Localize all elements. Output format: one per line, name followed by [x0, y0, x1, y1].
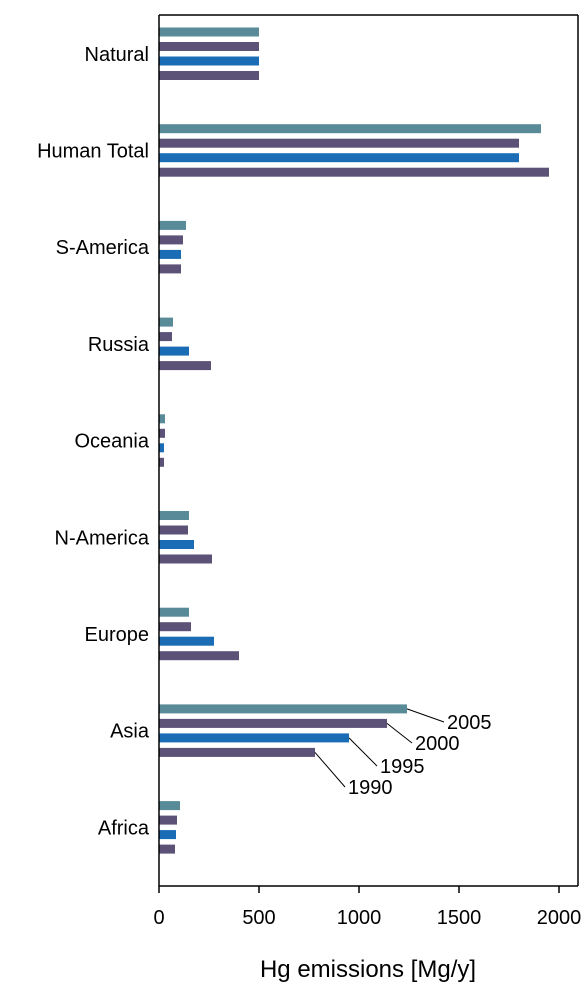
bar-n-america-2000 — [159, 525, 188, 535]
bar-africa-1990 — [159, 844, 175, 854]
category-label-africa: Africa — [98, 817, 150, 839]
bar-human-total-2005 — [159, 124, 541, 134]
bar-africa-1995 — [159, 830, 176, 840]
x-tick-label-2000: 2000 — [537, 907, 582, 929]
bars-group — [159, 27, 549, 854]
bar-oceania-2005 — [159, 414, 165, 424]
annotation-label-2005: 2005 — [447, 712, 492, 734]
bar-oceania-1990 — [159, 457, 164, 467]
annotation-label-1990: 1990 — [348, 777, 393, 799]
bar-natural-1995 — [159, 56, 259, 66]
bar-russia-1990 — [159, 361, 211, 371]
x-tick-label-0: 0 — [153, 907, 164, 929]
bar-s-america-2000 — [159, 235, 183, 245]
bar-oceania-2000 — [159, 428, 165, 438]
bar-africa-2000 — [159, 815, 177, 825]
annotation-leader-2005 — [406, 708, 445, 723]
x-tick-label-500: 500 — [242, 907, 275, 929]
bar-n-america-2005 — [159, 511, 189, 520]
bar-europe-1995 — [159, 636, 214, 646]
bar-human-total-1990 — [159, 167, 549, 177]
x-axis-title: Hg emissions [Mg/y] — [260, 956, 476, 983]
category-label-s-america: S-America — [56, 237, 150, 259]
bar-natural-2005 — [159, 27, 259, 37]
bar-asia-2000 — [159, 718, 387, 728]
category-label-europe: Europe — [85, 624, 150, 646]
category-label-human-total: Human Total — [37, 140, 149, 162]
annotation-label-1995: 1995 — [380, 756, 425, 778]
bar-n-america-1995 — [159, 540, 194, 549]
bar-europe-2005 — [159, 607, 189, 617]
bar-s-america-1995 — [159, 249, 181, 259]
bar-natural-1990 — [159, 71, 259, 80]
category-labels: Natural Human Total S-America Russia Oceania… — [37, 44, 150, 840]
bar-natural-2000 — [159, 42, 259, 51]
bar-russia-2005 — [159, 317, 173, 327]
bar-asia-1995 — [159, 733, 349, 743]
category-label-oceania: Oceania — [75, 431, 150, 453]
annotation-leader-1990 — [314, 752, 346, 788]
bar-asia-2005 — [159, 704, 407, 714]
bar-n-america-1990 — [159, 554, 212, 564]
annotation-leader-1995 — [348, 737, 378, 767]
bar-human-total-2000 — [159, 138, 519, 148]
category-label-natural: Natural — [85, 44, 149, 66]
bar-s-america-1990 — [159, 264, 181, 274]
bar-oceania-1995 — [159, 443, 164, 453]
x-tick-label-1500: 1500 — [437, 907, 482, 929]
annotation-label-2000: 2000 — [415, 733, 460, 755]
x-tick-label-1000: 1000 — [337, 907, 382, 929]
bar-human-total-1995 — [159, 153, 519, 163]
bar-russia-1995 — [159, 346, 189, 356]
bar-asia-1990 — [159, 747, 315, 757]
bar-europe-2000 — [159, 622, 191, 632]
category-label-russia: Russia — [88, 334, 150, 356]
bar-africa-2005 — [159, 801, 180, 811]
bar-russia-2000 — [159, 332, 172, 342]
category-label-asia: Asia — [110, 721, 150, 743]
annotation-leader-2000 — [386, 723, 413, 744]
bar-s-america-2005 — [159, 220, 186, 230]
x-axis-ticks: 0 500 1000 1500 2000 — [153, 886, 581, 929]
category-label-n-america: N-America — [55, 527, 150, 549]
bar-europe-1990 — [159, 651, 239, 661]
